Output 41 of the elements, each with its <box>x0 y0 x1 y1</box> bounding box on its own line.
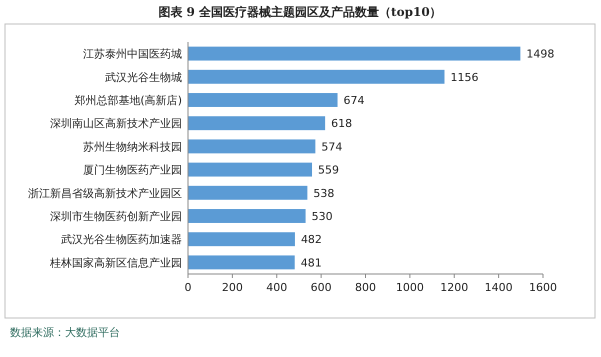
data-label: 559 <box>318 164 340 177</box>
data-label: 538 <box>313 186 334 200</box>
data-label: 618 <box>331 117 352 130</box>
y-tick-label: 深圳南山区高新技术产业园 <box>50 117 182 130</box>
bar <box>188 255 295 270</box>
data-label: 1498 <box>526 48 554 61</box>
bar <box>188 93 338 107</box>
bar <box>188 139 316 154</box>
bar <box>188 162 312 177</box>
bar <box>188 186 308 200</box>
chart-title: 图表 9 全国医疗器械主题园区及产品数量（top10） <box>158 5 442 19</box>
y-tick-label: 桂林国家高新区信息产业园 <box>49 256 182 270</box>
data-label: 1156 <box>450 70 478 84</box>
x-tick-label: 600 <box>310 281 332 294</box>
y-tick-label: 江苏泰州中国医药城 <box>83 48 182 61</box>
y-tick-label: 郑州总部基地(高新店) <box>74 94 182 107</box>
y-tick-label: 苏州生物纳米科技园 <box>83 140 182 154</box>
y-tick-label: 武汉光谷生物医药加速器 <box>61 233 182 246</box>
x-tick-label: 200 <box>222 281 243 294</box>
data-label: 530 <box>312 210 333 223</box>
y-tick-label: 浙江新昌省级高新技术产业园区 <box>28 186 182 200</box>
x-tick-label: 1000 <box>396 281 424 294</box>
x-tick-label: 1200 <box>440 281 468 294</box>
data-label: 482 <box>300 233 322 246</box>
x-tick-label: 1400 <box>484 281 513 294</box>
bar <box>188 209 306 223</box>
source-note: 数据来源：大数据平台 <box>10 326 120 339</box>
y-tick-label: 厦门生物医药产业园 <box>83 164 182 177</box>
x-tick-label: 0 <box>184 281 192 294</box>
data-label: 574 <box>321 140 342 154</box>
bar <box>188 232 295 246</box>
bar <box>188 70 444 84</box>
x-tick-label: 1600 <box>529 281 557 294</box>
y-tick-label: 深圳市生物医药创新产业园 <box>50 210 182 223</box>
y-tick-label: 武汉光谷生物城 <box>105 70 182 84</box>
data-label: 674 <box>344 94 365 107</box>
bar <box>188 116 326 130</box>
bar <box>188 46 520 61</box>
x-tick-label: 800 <box>355 281 376 294</box>
x-tick-label: 400 <box>266 281 288 294</box>
data-label: 481 <box>300 256 322 270</box>
